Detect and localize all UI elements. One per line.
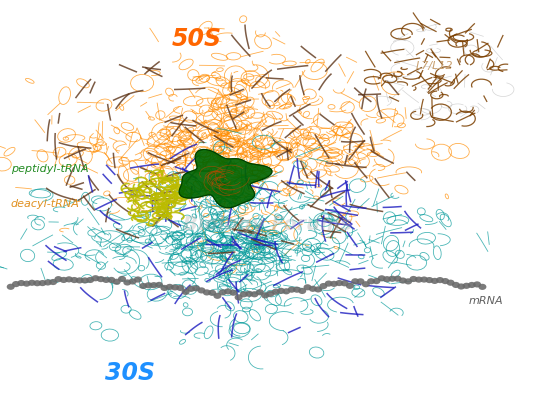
Text: 50S: 50S xyxy=(172,27,221,51)
Text: L7/L12: L7/L12 xyxy=(415,61,453,71)
Text: Biology Forums: Biology Forums xyxy=(183,215,353,234)
Text: mRNA: mRNA xyxy=(469,296,504,306)
Text: 30S: 30S xyxy=(105,361,154,385)
Polygon shape xyxy=(179,150,272,208)
Text: deacyl-tRNA: deacyl-tRNA xyxy=(11,199,79,209)
Text: peptidyl-tRNA: peptidyl-tRNA xyxy=(11,164,88,174)
